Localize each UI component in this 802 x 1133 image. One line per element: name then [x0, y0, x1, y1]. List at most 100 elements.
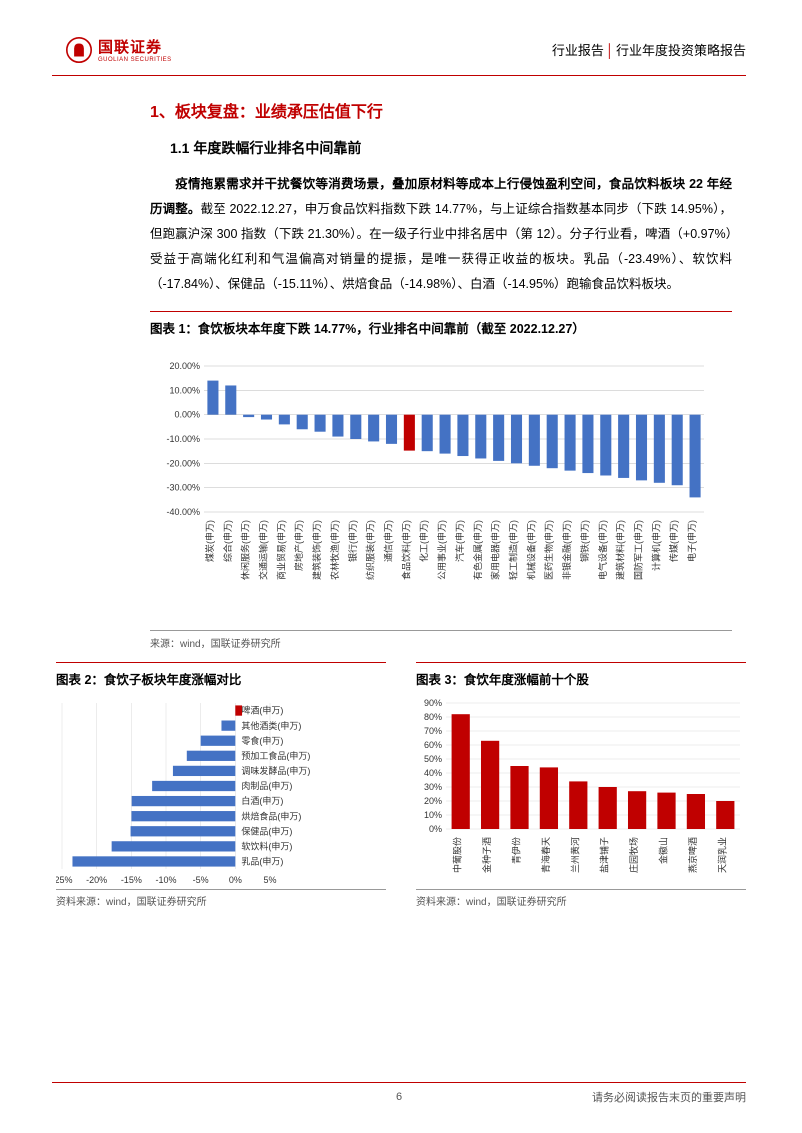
svg-text:0.00%: 0.00% [174, 410, 200, 420]
header-right-a: 行业报告 [552, 43, 604, 58]
svg-text:-30.00%: -30.00% [166, 483, 200, 493]
logo-en-text: GUOLIAN SECURITIES [98, 57, 172, 63]
footer-disclaimer: 请务必阅读报告末页的重要声明 [592, 1089, 746, 1105]
svg-text:0%: 0% [429, 824, 442, 834]
footer: 6 请务必阅读报告末页的重要声明 [52, 1082, 746, 1105]
svg-text:5%: 5% [263, 875, 276, 885]
svg-text:汽车(申万): 汽车(申万) [454, 520, 465, 562]
svg-text:建筑装饰(申万): 建筑装饰(申万) [311, 520, 322, 580]
svg-text:-25%: -25% [56, 875, 73, 885]
svg-text:化工(申万): 化工(申万) [418, 520, 429, 562]
svg-text:盐津铺子: 盐津铺子 [599, 837, 610, 873]
svg-text:50%: 50% [424, 754, 442, 764]
svg-text:医药生物(申万): 医药生物(申万) [543, 520, 554, 580]
svg-text:传媒(申万): 传媒(申万) [668, 520, 679, 562]
svg-text:白酒(申万): 白酒(申万) [241, 795, 283, 806]
svg-text:非银金融(申万): 非银金融(申万) [561, 520, 572, 580]
svg-text:食品饮料(申万): 食品饮料(申万) [400, 520, 411, 580]
svg-text:-20.00%: -20.00% [166, 458, 200, 468]
svg-text:青伊份: 青伊份 [511, 837, 522, 864]
chart2-source: 资料来源：wind，国联证券研究所 [56, 889, 386, 911]
svg-text:中葡股份: 中葡股份 [452, 837, 463, 873]
svg-text:60%: 60% [424, 740, 442, 750]
svg-text:乳品(申万): 乳品(申万) [241, 856, 283, 867]
svg-text:钢铁(申万): 钢铁(申万) [579, 520, 590, 562]
svg-text:燕京啤酒: 燕京啤酒 [687, 837, 698, 873]
svg-text:啤酒(申万): 啤酒(申万) [241, 705, 283, 716]
svg-text:调味发酵品(申万): 调味发酵品(申万) [241, 765, 310, 776]
chart3-title-bar: 图表 3：食饮年度涨幅前十个股 [416, 662, 746, 695]
svg-text:纺织服装(申万): 纺织服装(申万) [365, 520, 376, 580]
svg-text:建筑材料(申万): 建筑材料(申万) [615, 520, 626, 580]
svg-text:软饮料(申万): 软饮料(申万) [241, 840, 292, 851]
svg-text:国防军工(申万): 国防军工(申万) [633, 520, 644, 580]
chart3-title: 图表 3：食饮年度涨幅前十个股 [416, 673, 589, 687]
svg-text:-20%: -20% [86, 875, 107, 885]
svg-text:烘焙食品(申万): 烘焙食品(申万) [241, 810, 301, 821]
svg-text:-40.00%: -40.00% [166, 507, 200, 517]
chart1-source: 来源：wind，国联证券研究所 [150, 630, 732, 652]
svg-text:-10%: -10% [155, 875, 176, 885]
svg-text:公用事业(申万): 公用事业(申万) [436, 520, 447, 580]
chart1: -40.00% -30.00% -20.00% -10.00% 0.00% 10.00% 2… [150, 344, 732, 624]
chart2-title: 图表 2：食饮子板块年度涨幅对比 [56, 673, 241, 687]
chart3-source: 资料来源：wind，国联证券研究所 [416, 889, 746, 911]
svg-text:0%: 0% [229, 875, 242, 885]
svg-text:煤炭(申万): 煤炭(申万) [204, 520, 215, 562]
svg-text:电气设备(申万): 电气设备(申万) [597, 520, 608, 580]
section-h1: 1、板块复盘：业绩承压估值下行 [150, 98, 732, 122]
svg-text:交通运输(申万): 交通运输(申万) [258, 520, 269, 580]
svg-text:天润乳业: 天润乳业 [716, 837, 727, 873]
svg-text:银行(申万): 银行(申万) [347, 520, 358, 562]
svg-text:金徽山: 金徽山 [658, 837, 669, 864]
svg-text:-15%: -15% [121, 875, 142, 885]
svg-text:综合(申万): 综合(申万) [222, 520, 233, 562]
svg-text:70%: 70% [424, 726, 442, 736]
svg-text:休闲服务(申万): 休闲服务(申万) [240, 520, 251, 580]
svg-text:有色金属(申万): 有色金属(申万) [472, 520, 483, 580]
logo-icon [66, 37, 92, 63]
logo: 国联证券 GUOLIAN SECURITIES [66, 36, 172, 63]
chart2-title-bar: 图表 2：食饮子板块年度涨幅对比 [56, 662, 386, 695]
svg-text:20.00%: 20.00% [169, 361, 200, 371]
chart1-title-bar: 图表 1：食饮板块本年度下跌 14.77%，行业排名中间靠前（截至 2022.1… [150, 311, 732, 344]
svg-text:-5%: -5% [193, 875, 209, 885]
chart1-title: 图表 1：食饮板块本年度下跌 14.77%，行业排名中间靠前（截至 2022.1… [150, 322, 585, 336]
svg-text:通信(申万): 通信(申万) [383, 520, 394, 562]
header-right: 行业报告│行业年度投资策略报告 [552, 40, 746, 59]
svg-text:机械设备(申万): 机械设备(申万) [525, 520, 536, 580]
svg-text:零食(申万): 零食(申万) [241, 735, 283, 746]
svg-text:10%: 10% [424, 810, 442, 820]
svg-text:20%: 20% [424, 796, 442, 806]
svg-text:-10.00%: -10.00% [166, 434, 200, 444]
chart2: -25% -20% -15% -10% -5% 0% 5% 啤酒(申万) 其他酒类(申万) 零食(… [56, 695, 386, 889]
page-number: 6 [396, 1091, 402, 1103]
svg-text:兰州黄河: 兰州黄河 [569, 837, 580, 873]
svg-text:商业贸易(申万): 商业贸易(申万) [275, 520, 286, 580]
logo-cn-text: 国联证券 [98, 36, 172, 57]
header-right-b: 行业年度投资策略报告 [616, 43, 746, 58]
svg-text:肉制品(申万): 肉制品(申万) [241, 780, 292, 791]
chart3: 0% 10% 20% 30% 40% 50% 60% 70% 80% 90% 中葡股份 金种子酒 青伊份… [416, 695, 746, 889]
svg-text:30%: 30% [424, 782, 442, 792]
svg-text:家用电器(申万): 家用电器(申万) [490, 520, 501, 580]
svg-text:10.00%: 10.00% [169, 385, 200, 395]
svg-text:保健品(申万): 保健品(申万) [241, 825, 292, 836]
body-paragraph: 疫情拖累需求并干扰餐饮等消费场景，叠加原材料等成本上行侵蚀盈利空间，食品饮料板块… [150, 172, 732, 297]
svg-text:其他酒类(申万): 其他酒类(申万) [241, 720, 301, 731]
svg-text:农林牧渔(申万): 农林牧渔(申万) [329, 520, 340, 580]
svg-text:计算机(申万): 计算机(申万) [650, 520, 661, 571]
header-divider: │ [606, 43, 614, 58]
svg-text:房地产(申万): 房地产(申万) [293, 520, 304, 571]
section-h2: 1.1 年度跌幅行业排名中间靠前 [150, 138, 732, 158]
svg-text:金种子酒: 金种子酒 [481, 837, 492, 873]
svg-text:80%: 80% [424, 712, 442, 722]
para-rest: 截至 2022.12.27，申万食品饮料指数下跌 14.77%，与上证综合指数基… [150, 202, 732, 291]
svg-text:40%: 40% [424, 768, 442, 778]
svg-text:青海春天: 青海春天 [540, 837, 551, 873]
svg-text:电子(申万): 电子(申万) [686, 520, 697, 562]
svg-text:90%: 90% [424, 698, 442, 708]
svg-text:预加工食品(申万): 预加工食品(申万) [241, 750, 310, 761]
svg-text:轻工制造(申万): 轻工制造(申万) [508, 520, 519, 580]
svg-text:庄园牧场: 庄园牧场 [628, 837, 639, 873]
